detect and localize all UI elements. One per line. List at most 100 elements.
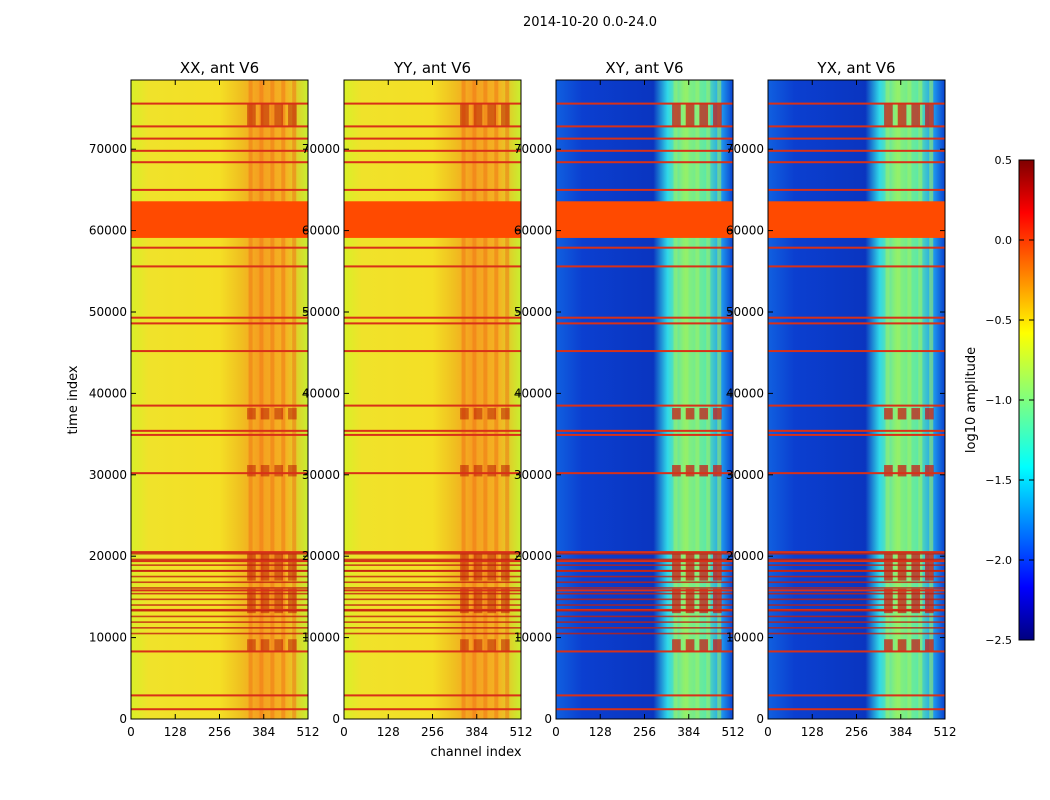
channel-stripe: [281, 80, 286, 719]
channel-stripe: [706, 80, 711, 719]
colorbar-tick-label: −0.5: [985, 314, 1012, 327]
flagged-row: [768, 632, 945, 635]
flagged-row: [131, 587, 308, 589]
colorbar-tick-label: −1.5: [985, 474, 1012, 487]
hot-block: [925, 103, 934, 127]
flagged-row: [344, 102, 521, 105]
y-tick-label: 40000: [726, 386, 764, 400]
hot-block: [247, 588, 256, 614]
y-axis-label: time index: [66, 365, 81, 434]
hot-block: [884, 408, 893, 420]
flagged-row: [131, 188, 308, 191]
channel-stripe: [292, 80, 297, 719]
hot-block: [897, 408, 907, 420]
flagged-row: [131, 598, 308, 601]
hot-block: [501, 553, 510, 581]
flagged-row: [556, 137, 733, 140]
hot-block: [897, 553, 907, 581]
figure-title: 2014-10-20 0.0-24.0: [523, 15, 657, 30]
x-tick-label: 384: [252, 725, 275, 739]
hot-block: [501, 103, 510, 127]
flagged-row: [131, 608, 308, 611]
flagged-row: [768, 350, 945, 353]
flagged-row: [768, 621, 945, 623]
y-tick-label: 0: [119, 712, 127, 726]
flagged-row: [556, 627, 733, 629]
y-tick-label: 30000: [514, 468, 552, 482]
flagged-row: [768, 608, 945, 611]
channel-stripe: [259, 80, 264, 719]
flagged-row: [556, 615, 733, 618]
hot-block: [897, 588, 907, 614]
flagged-row: [131, 708, 308, 711]
flagged-row: [344, 575, 521, 578]
flagged-row: [344, 551, 521, 554]
flagged-row: [768, 627, 945, 629]
flagged-row: [344, 604, 521, 606]
flagged-row: [768, 650, 945, 653]
flagged-row: [131, 632, 308, 635]
hot-block: [247, 103, 256, 127]
hot-block: [260, 465, 270, 477]
heatmap-base: [344, 80, 521, 719]
y-tick-label: 20000: [302, 549, 340, 563]
flagged-row: [556, 598, 733, 601]
hot-block: [925, 639, 934, 652]
flagged-row: [131, 581, 308, 584]
hot-block: [672, 553, 681, 581]
channel-stripe: [896, 80, 901, 719]
flagged-row: [556, 650, 733, 653]
hot-block: [699, 103, 709, 127]
flagged-row: [344, 404, 521, 407]
hot-block: [911, 103, 921, 127]
flagged-row: [344, 350, 521, 353]
hot-block: [884, 639, 893, 652]
x-tick-label: 512: [510, 725, 533, 739]
hot-block: [288, 553, 297, 581]
panels: XX, ant V6 0 128 256 384 512 0 10000 20000 30000 4…: [89, 59, 957, 739]
y-tick-label: 60000: [302, 224, 340, 238]
panel-title: YY, ant V6: [393, 59, 471, 77]
hot-block: [260, 588, 270, 614]
flagged-row: [556, 621, 733, 623]
flagged-row: [131, 621, 308, 623]
y-tick-label: 40000: [514, 386, 552, 400]
hot-block: [460, 465, 469, 477]
channel-stripe: [472, 80, 477, 719]
flagged-row: [344, 322, 521, 325]
hot-block: [699, 408, 709, 420]
flagged-row: [131, 560, 308, 563]
flagged-row: [344, 621, 521, 623]
hot-block: [473, 103, 483, 127]
flagged-row: [768, 558, 945, 561]
hot-block: [460, 639, 469, 652]
hot-block: [260, 553, 270, 581]
flagged-row: [344, 589, 521, 592]
flagged-row: [768, 246, 945, 249]
hot-block: [274, 588, 284, 614]
flagged-band: [344, 201, 521, 238]
flagged-row: [344, 694, 521, 697]
flagged-row: [768, 125, 945, 128]
x-tick-label: 128: [377, 725, 400, 739]
heatmap-base: [131, 80, 308, 719]
hot-block: [288, 103, 297, 127]
y-tick-label: 20000: [726, 549, 764, 563]
hot-block: [685, 408, 695, 420]
flagged-row: [344, 609, 521, 612]
flagged-row: [556, 265, 733, 268]
flagged-row: [556, 589, 733, 592]
hot-block: [911, 639, 921, 652]
hot-block: [699, 553, 709, 581]
channel-stripe: [248, 80, 253, 719]
hot-block: [247, 553, 256, 581]
flagged-row: [344, 615, 521, 618]
y-tick-label: 60000: [726, 224, 764, 238]
flagged-row: [131, 472, 308, 475]
flagged-row: [768, 552, 945, 555]
hot-block: [487, 465, 497, 477]
hot-block: [699, 465, 709, 477]
hot-block: [274, 553, 284, 581]
hot-block: [884, 553, 893, 581]
flagged-row: [131, 137, 308, 140]
